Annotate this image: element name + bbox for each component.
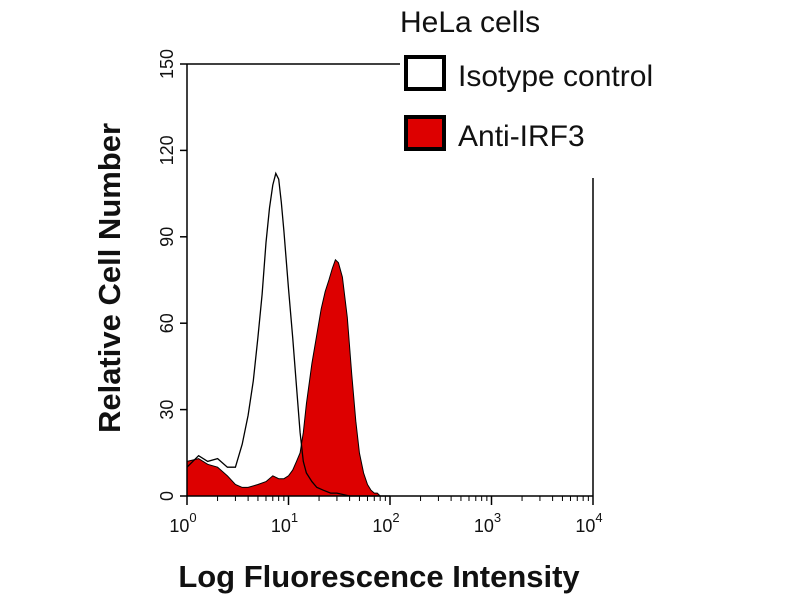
- y-tick-label: 30: [157, 400, 177, 420]
- legend-swatch-anti-irf3: [404, 115, 446, 151]
- y-tick-label: 150: [157, 49, 177, 79]
- y-tick-label: 0: [157, 491, 177, 501]
- x-tick-label: 103: [474, 510, 501, 536]
- legend-label-isotype-control: Isotype control: [458, 60, 653, 93]
- y-tick-label: 60: [157, 313, 177, 333]
- series-layer: [186, 171, 390, 497]
- x-tick-label: 101: [271, 510, 298, 536]
- series-line-isotype-control: [186, 171, 390, 497]
- plot-area: 0 30 60 90 120 150 100 101 102 103 104: [157, 49, 603, 536]
- series-area-anti-irf3: [186, 258, 390, 497]
- x-axis-ticks: 100 101 102 103 104: [169, 496, 603, 536]
- x-tick-label: 104: [575, 510, 602, 536]
- y-tick-label: 90: [157, 227, 177, 247]
- x-axis-title: Log Fluorescence Intensity: [178, 559, 580, 594]
- x-tick-label: 100: [169, 510, 196, 536]
- chart-title: HeLa cells: [400, 6, 540, 39]
- legend-label-anti-irf3: Anti-IRF3: [458, 120, 585, 153]
- y-tick-label: 120: [157, 135, 177, 165]
- legend-swatch-isotype-control: [404, 55, 446, 91]
- x-tick-label: 102: [372, 510, 399, 536]
- y-axis-ticks: 0 30 60 90 120 150: [157, 49, 187, 501]
- y-axis-title: Relative Cell Number: [92, 123, 127, 433]
- legend: Isotype control Anti-IRF3: [404, 55, 653, 153]
